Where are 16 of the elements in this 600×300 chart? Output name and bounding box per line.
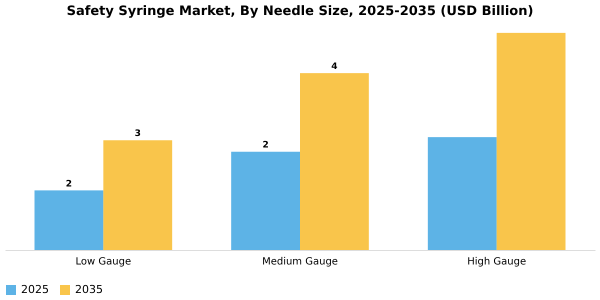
x-tick-label: Low Gauge — [76, 256, 132, 268]
bar — [428, 137, 497, 250]
x-tick-label: High Gauge — [467, 256, 526, 268]
legend-label: 2025 — [21, 283, 49, 296]
bar — [300, 73, 369, 250]
data-label: 2 — [66, 179, 72, 190]
bar — [103, 140, 172, 250]
data-label: 2 — [262, 140, 269, 151]
x-tick-label: Medium Gauge — [262, 256, 338, 268]
bar — [496, 32, 566, 250]
bar — [34, 190, 104, 250]
legend-label: 2035 — [75, 283, 103, 296]
chart-title: Safety Syringe Market, By Needle Size, 2025-2035 (USD Billion) — [66, 4, 534, 19]
data-label: 4 — [331, 62, 338, 72]
data-label: 3 — [134, 129, 141, 140]
bar — [231, 152, 300, 250]
